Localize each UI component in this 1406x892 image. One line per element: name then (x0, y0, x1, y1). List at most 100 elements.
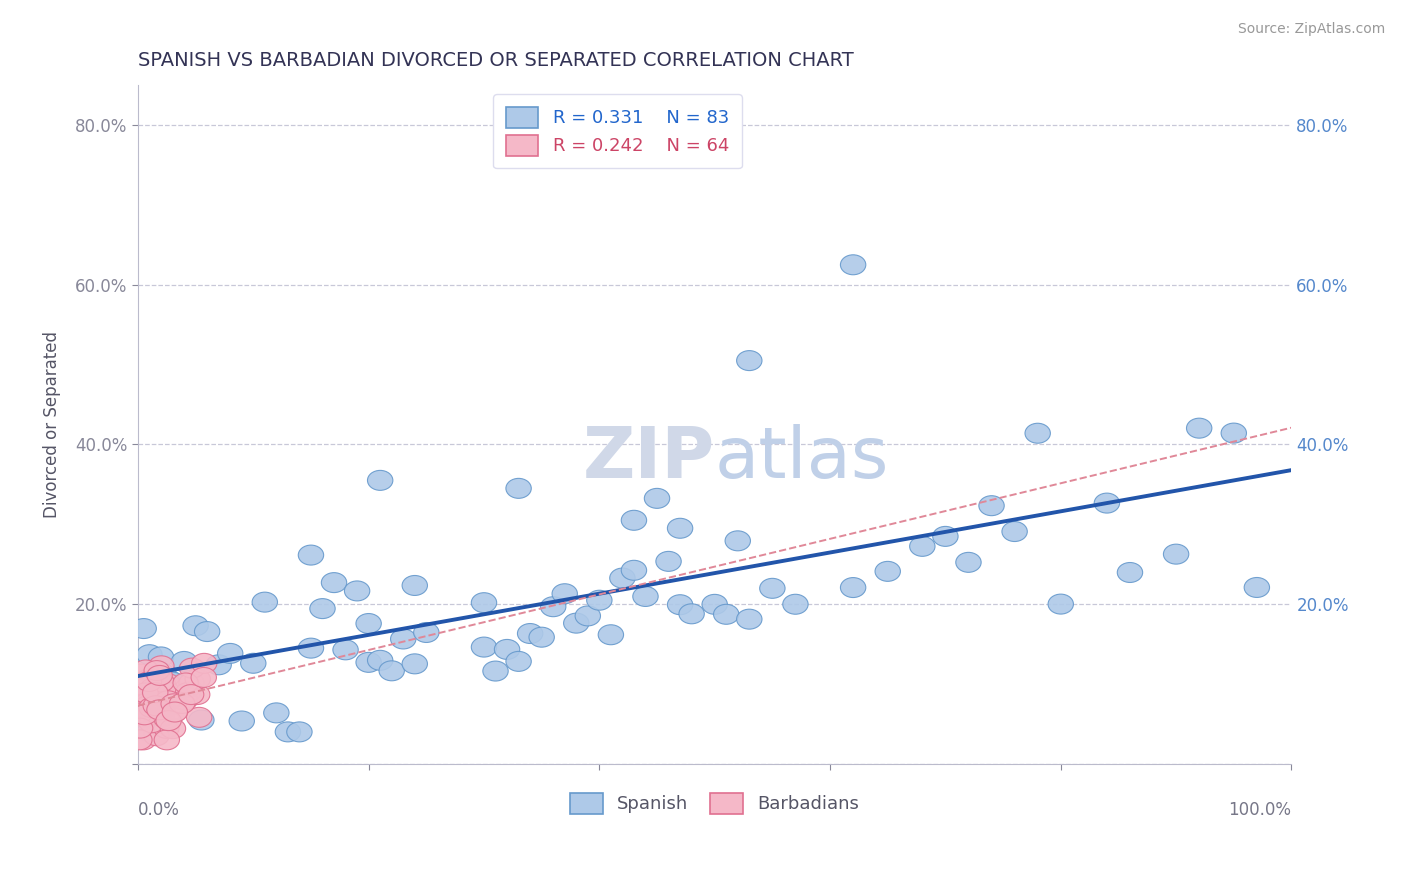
Ellipse shape (495, 640, 520, 659)
Ellipse shape (131, 618, 156, 639)
Ellipse shape (149, 672, 174, 692)
Ellipse shape (586, 591, 612, 610)
Ellipse shape (148, 702, 173, 723)
Ellipse shape (139, 682, 165, 702)
Ellipse shape (413, 623, 439, 642)
Ellipse shape (160, 673, 186, 692)
Ellipse shape (287, 722, 312, 742)
Ellipse shape (156, 711, 181, 731)
Ellipse shape (183, 615, 208, 636)
Ellipse shape (131, 730, 156, 750)
Ellipse shape (180, 658, 205, 678)
Ellipse shape (153, 718, 179, 739)
Ellipse shape (644, 489, 669, 508)
Ellipse shape (679, 604, 704, 624)
Ellipse shape (506, 651, 531, 672)
Ellipse shape (132, 675, 157, 695)
Ellipse shape (207, 655, 232, 674)
Ellipse shape (136, 672, 162, 691)
Ellipse shape (148, 647, 174, 667)
Ellipse shape (155, 690, 180, 711)
Ellipse shape (229, 711, 254, 731)
Ellipse shape (759, 578, 785, 599)
Ellipse shape (160, 694, 187, 714)
Ellipse shape (367, 650, 392, 670)
Ellipse shape (139, 713, 165, 732)
Ellipse shape (391, 629, 416, 649)
Ellipse shape (575, 606, 600, 626)
Text: 100.0%: 100.0% (1229, 801, 1292, 819)
Ellipse shape (155, 673, 180, 694)
Ellipse shape (153, 709, 180, 729)
Ellipse shape (713, 604, 740, 624)
Ellipse shape (737, 351, 762, 370)
Text: SPANISH VS BARBADIAN DIVORCED OR SEPARATED CORRELATION CHART: SPANISH VS BARBADIAN DIVORCED OR SEPARAT… (138, 51, 853, 70)
Ellipse shape (148, 706, 174, 726)
Ellipse shape (932, 526, 957, 547)
Ellipse shape (979, 496, 1004, 516)
Ellipse shape (162, 702, 187, 723)
Ellipse shape (179, 684, 204, 705)
Ellipse shape (148, 663, 174, 682)
Ellipse shape (155, 730, 180, 750)
Ellipse shape (506, 478, 531, 499)
Ellipse shape (540, 597, 565, 616)
Ellipse shape (841, 255, 866, 275)
Ellipse shape (136, 669, 162, 690)
Ellipse shape (149, 656, 174, 676)
Ellipse shape (344, 581, 370, 601)
Ellipse shape (135, 693, 160, 713)
Ellipse shape (737, 609, 762, 629)
Ellipse shape (598, 624, 624, 645)
Ellipse shape (402, 575, 427, 596)
Ellipse shape (333, 640, 359, 660)
Ellipse shape (176, 677, 201, 698)
Ellipse shape (187, 707, 212, 727)
Ellipse shape (173, 673, 198, 693)
Ellipse shape (956, 552, 981, 573)
Ellipse shape (179, 673, 204, 693)
Text: ZIP: ZIP (582, 424, 714, 493)
Text: Source: ZipAtlas.com: Source: ZipAtlas.com (1237, 22, 1385, 37)
Ellipse shape (264, 703, 290, 723)
Ellipse shape (356, 614, 381, 633)
Ellipse shape (143, 661, 170, 681)
Ellipse shape (128, 718, 153, 738)
Ellipse shape (655, 551, 682, 572)
Ellipse shape (1187, 418, 1212, 438)
Ellipse shape (129, 676, 155, 696)
Ellipse shape (132, 698, 157, 718)
Ellipse shape (1002, 522, 1028, 541)
Ellipse shape (621, 510, 647, 530)
Ellipse shape (142, 675, 167, 696)
Ellipse shape (132, 705, 157, 725)
Ellipse shape (783, 594, 808, 615)
Text: atlas: atlas (714, 424, 889, 493)
Ellipse shape (1220, 423, 1247, 443)
Ellipse shape (668, 595, 693, 615)
Ellipse shape (1244, 577, 1270, 598)
Ellipse shape (172, 690, 197, 710)
Ellipse shape (356, 652, 381, 673)
Ellipse shape (128, 664, 153, 684)
Ellipse shape (160, 680, 186, 700)
Ellipse shape (367, 470, 392, 491)
Y-axis label: Divorced or Separated: Divorced or Separated (44, 331, 60, 518)
Ellipse shape (162, 702, 187, 722)
Ellipse shape (471, 592, 496, 613)
Ellipse shape (191, 653, 217, 673)
Ellipse shape (910, 536, 935, 557)
Ellipse shape (471, 637, 496, 657)
Ellipse shape (1047, 594, 1073, 614)
Legend: Spanish, Barbadians: Spanish, Barbadians (561, 784, 868, 822)
Ellipse shape (194, 622, 219, 641)
Ellipse shape (135, 696, 160, 715)
Ellipse shape (621, 560, 647, 581)
Ellipse shape (138, 669, 163, 689)
Ellipse shape (276, 722, 301, 742)
Ellipse shape (240, 653, 266, 673)
Ellipse shape (529, 627, 554, 648)
Ellipse shape (127, 730, 152, 750)
Ellipse shape (128, 703, 153, 723)
Ellipse shape (482, 661, 508, 681)
